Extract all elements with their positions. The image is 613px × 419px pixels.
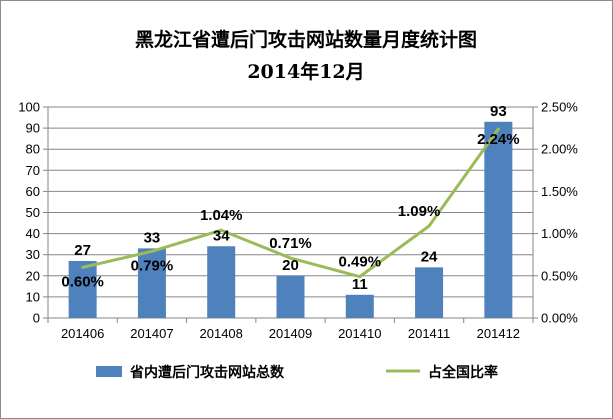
line-value-label: 0.79% (131, 257, 174, 274)
bar-value-label: 33 (144, 229, 161, 246)
x-tick-label: 201411 (408, 326, 450, 341)
bar-value-label: 11 (352, 276, 368, 293)
chart-subtitle: 2014年12月 (247, 60, 364, 83)
bar (415, 267, 444, 318)
bar-value-label: 34 (213, 227, 230, 244)
y-left-tick-label: 10 (26, 289, 40, 304)
bar (276, 275, 305, 318)
line-point (150, 249, 154, 253)
bar-value-label: 27 (74, 242, 91, 259)
y-right-tick-label: 1.50% (541, 184, 578, 199)
y-left-tick-label: 60 (26, 184, 40, 199)
line-value-label: 1.04% (200, 207, 243, 224)
y-left-tick-label: 50 (26, 205, 40, 220)
line-value-label: 1.09% (398, 203, 441, 220)
x-tick-label: 201409 (269, 326, 312, 341)
y-left-tick-label: 70 (26, 163, 40, 178)
line-value-label: 2.24% (477, 131, 520, 148)
line-point (219, 228, 223, 232)
legend-bar-label: 省内遭后门攻击网站总数 (129, 364, 285, 381)
bar-value-label: 24 (421, 248, 438, 265)
y-left-tick-label: 30 (26, 247, 40, 262)
bar (207, 246, 236, 318)
y-right-tick-label: 2.00% (541, 142, 578, 157)
bar (137, 248, 166, 318)
line-point (496, 127, 500, 131)
line-value-label: 0.49% (339, 254, 382, 271)
legend-line-label: 占全国比率 (428, 364, 498, 381)
y-left-tick-label: 40 (26, 226, 40, 241)
x-tick-label: 201410 (338, 326, 381, 341)
x-tick-label: 201408 (200, 326, 243, 341)
y-right-tick-label: 1.00% (541, 226, 578, 241)
chart-title: 黑龙江省遭后门攻击网站数量月度统计图 (135, 28, 477, 51)
line-point (427, 224, 431, 228)
y-right-tick-label: 0.50% (541, 268, 578, 283)
data-labels: 27 33 34 20 11 24 93 0.60% 0.79% 1.04% 0.71% 0.49% 1… (61, 103, 519, 293)
bar-series (68, 121, 513, 319)
y-left-tick-label: 80 (26, 142, 40, 157)
line-point (358, 275, 362, 279)
y-left-tick-label: 20 (26, 268, 40, 283)
y-right-tick-label: 0.00% (541, 311, 578, 326)
y-left-tick-label: 90 (26, 121, 40, 136)
line-point (81, 265, 85, 269)
bar (68, 261, 97, 318)
line-series (81, 127, 500, 279)
legend: 省内遭后门攻击网站总数 占全国比率 (96, 364, 498, 381)
y-right-tick-label: 2.50% (541, 100, 578, 115)
x-tick-label: 201407 (130, 326, 173, 341)
legend-bar-swatch (96, 366, 122, 377)
bar-value-label: 93 (490, 103, 507, 120)
x-tick-label: 201406 (61, 326, 104, 341)
x-tick-label: 201412 (477, 326, 520, 341)
bar (345, 294, 374, 318)
line-value-label: 0.71% (269, 235, 312, 252)
line-value-label: 0.60% (61, 273, 104, 290)
bar-value-label: 20 (282, 257, 299, 274)
y-left-tick-label: 100 (18, 100, 40, 115)
axes: 0 10 20 30 40 50 60 70 80 90 100 0.00% 0.50% 1.00% 1.5… (18, 100, 578, 342)
y-left-tick-label: 0 (33, 311, 40, 326)
bar (484, 121, 513, 319)
line-point (289, 256, 292, 260)
